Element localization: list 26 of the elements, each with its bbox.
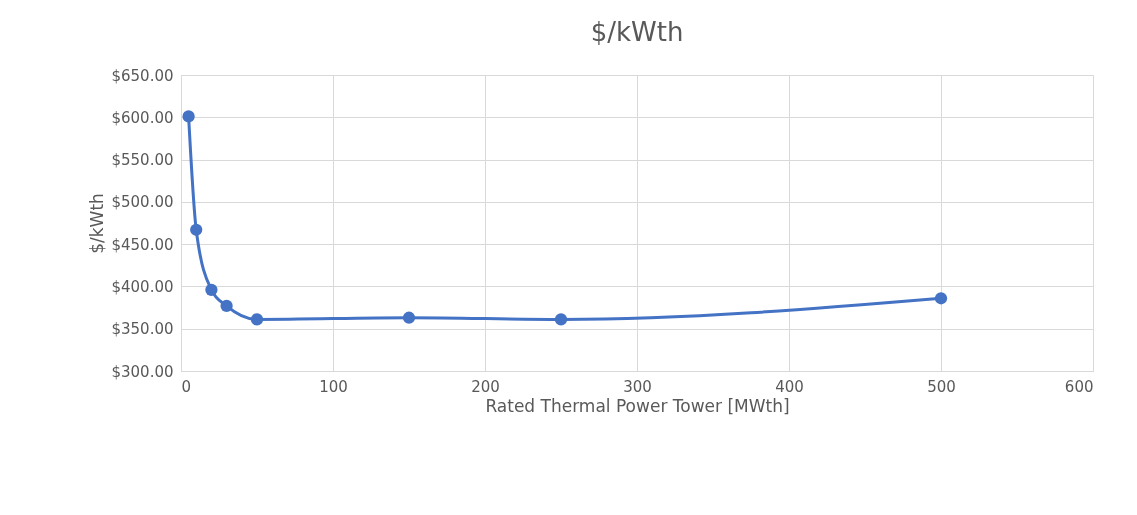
point [250, 313, 264, 326]
x-tick-label: 100 [319, 377, 348, 396]
y-tick-label: $600.00 [111, 108, 174, 127]
point [554, 313, 568, 326]
point [402, 311, 416, 324]
y-tick-label: $400.00 [111, 277, 174, 296]
chart-title: $/kWth [590, 17, 684, 47]
x-tick-label: 300 [623, 377, 652, 396]
x-tick-label: 0 [181, 377, 192, 396]
y-tick-label: $300.00 [111, 362, 174, 381]
y-tick-label: $450.00 [111, 235, 174, 254]
point [220, 299, 233, 312]
y-tick-label: $350.00 [111, 320, 174, 339]
y-axis-title: $/kWth [87, 193, 108, 254]
x-axis-title: Rated Thermal Power Tower [MWth] [485, 395, 790, 416]
y-tick-label: $550.00 [111, 151, 174, 170]
point [934, 292, 948, 305]
point [205, 283, 218, 296]
x-tick-label: 500 [927, 377, 956, 396]
y-tick-label: $650.00 [111, 66, 174, 85]
x-tick-label: 400 [775, 377, 804, 396]
y-tick-label: $500.00 [111, 193, 174, 212]
point [190, 223, 203, 236]
point [182, 110, 195, 123]
x-tick-label: 600 [1064, 377, 1094, 396]
x-tick-label: 200 [471, 377, 500, 396]
